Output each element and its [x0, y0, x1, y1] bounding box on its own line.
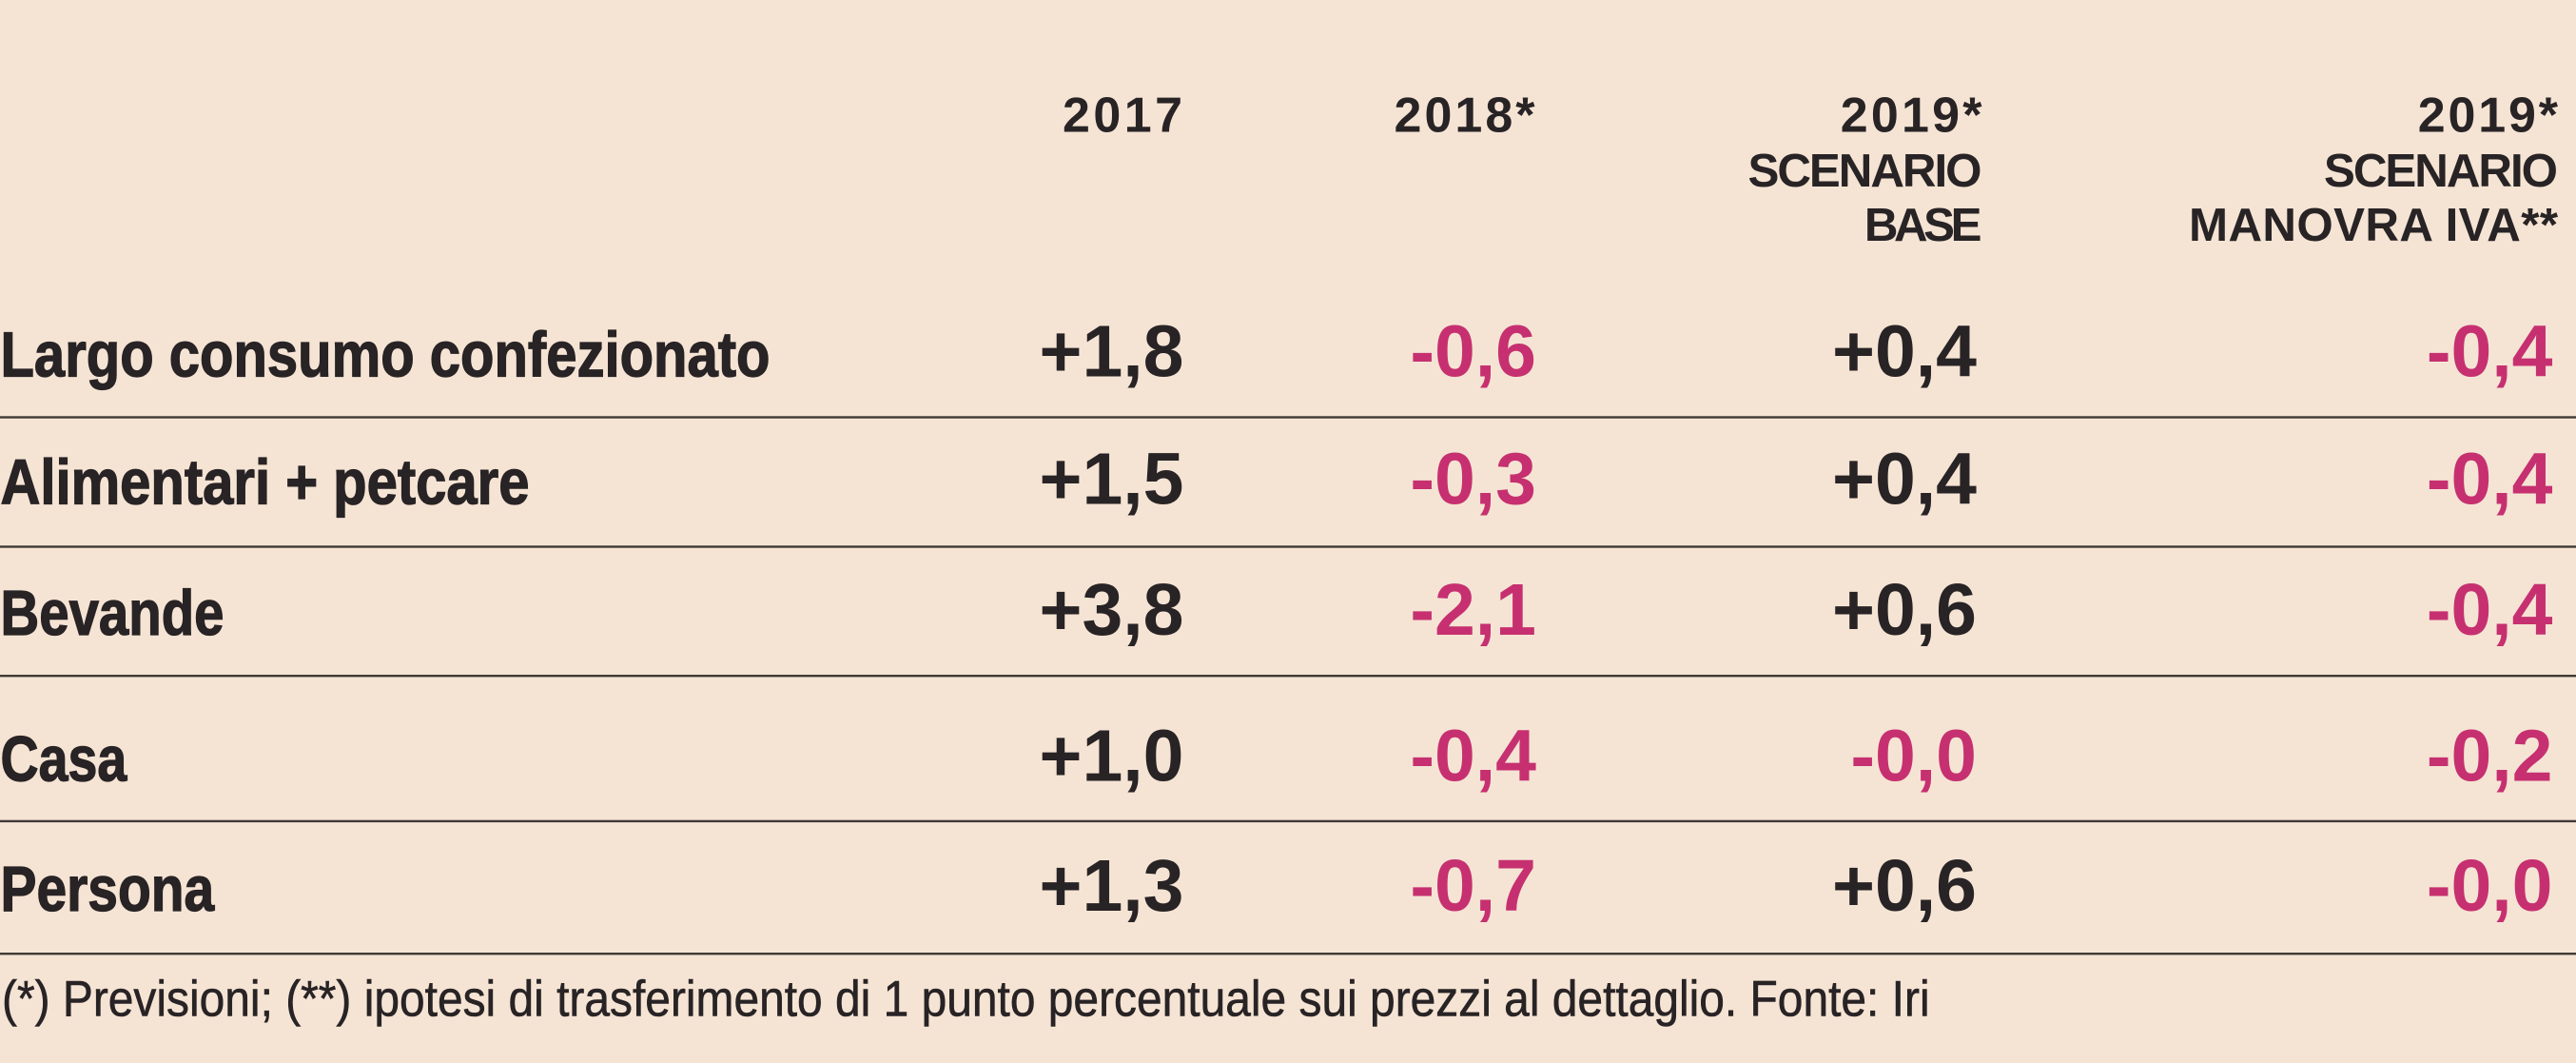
svg-text:2019*: 2019*	[2418, 88, 2559, 143]
svg-text:-0,4: -0,4	[2427, 438, 2553, 520]
svg-text:+1,0: +1,0	[1039, 715, 1183, 797]
svg-text:-0,0: -0,0	[1850, 715, 1977, 797]
svg-text:Largo consumo confezionato: Largo consumo confezionato	[1, 320, 771, 391]
svg-text:Persona: Persona	[1, 854, 215, 925]
svg-text:BASE: BASE	[1864, 199, 1982, 251]
svg-text:-0,4: -0,4	[1410, 715, 1536, 797]
svg-text:-0,7: -0,7	[1410, 845, 1536, 927]
svg-text:-0,4: -0,4	[2427, 569, 2553, 651]
svg-text:+0,4: +0,4	[1832, 311, 1977, 393]
svg-text:2019*: 2019*	[1841, 88, 1982, 143]
svg-text:2018*: 2018*	[1395, 88, 1536, 143]
svg-text:+1,5: +1,5	[1039, 438, 1183, 520]
svg-text:+1,8: +1,8	[1039, 311, 1183, 393]
svg-text:SCENARIO: SCENARIO	[2324, 145, 2558, 197]
svg-text:+3,8: +3,8	[1039, 569, 1183, 651]
svg-text:Bevande: Bevande	[1, 578, 224, 649]
svg-text:Casa: Casa	[1, 723, 127, 795]
svg-text:SCENARIO: SCENARIO	[1748, 145, 1982, 197]
svg-text:-0,6: -0,6	[1410, 311, 1536, 393]
svg-text:+0,6: +0,6	[1832, 845, 1977, 927]
svg-text:-0,0: -0,0	[2427, 845, 2553, 927]
svg-text:MANOVRA IVA**: MANOVRA IVA**	[2189, 199, 2559, 251]
svg-text:(*) Previsioni; (**) ipotesi d: (*) Previsioni; (**) ipotesi di trasferi…	[2, 972, 1930, 1028]
svg-text:-0,4: -0,4	[2427, 311, 2553, 393]
svg-text:Alimentari + petcare: Alimentari + petcare	[1, 446, 530, 518]
svg-text:-2,1: -2,1	[1410, 569, 1536, 651]
svg-text:+0,6: +0,6	[1832, 569, 1977, 651]
svg-text:+0,4: +0,4	[1832, 438, 1977, 520]
svg-text:-0,2: -0,2	[2427, 715, 2553, 797]
svg-text:-0,3: -0,3	[1410, 438, 1536, 520]
svg-text:+1,3: +1,3	[1039, 845, 1183, 927]
